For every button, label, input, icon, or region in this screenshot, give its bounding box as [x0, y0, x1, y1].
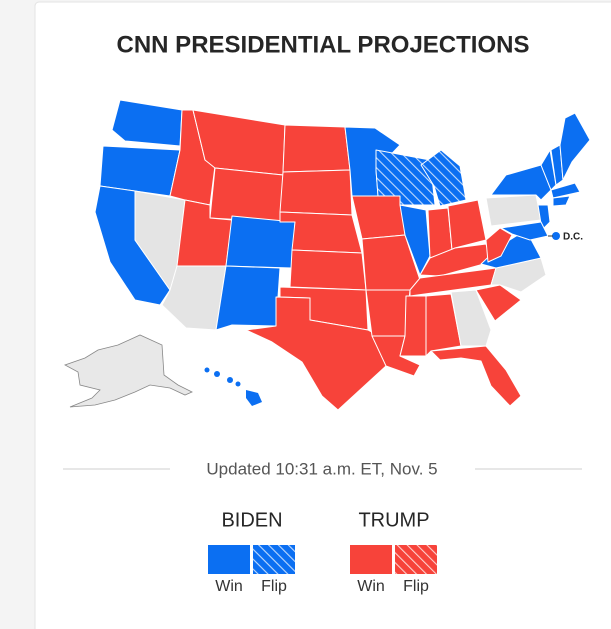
legend-swatch: [208, 545, 250, 574]
state: [225, 215, 296, 269]
state: [485, 227, 513, 263]
title: CNN PRESIDENTIAL PROJECTIONS: [117, 31, 530, 58]
alaska: [64, 334, 193, 408]
state: [289, 249, 367, 291]
legend: BIDEN Win Flip TRUMP Win Flip: [208, 509, 437, 595]
state: [450, 289, 492, 347]
legend-swatch: [253, 545, 295, 574]
state: [447, 199, 487, 251]
state: [485, 194, 542, 227]
hawaii: [204, 367, 262, 406]
state: [282, 124, 351, 173]
state: [552, 195, 571, 207]
us-map: D.C.: [64, 99, 591, 411]
state: [425, 293, 462, 357]
updated-time: Updated 10:31 a.m. ET, Nov. 5: [206, 459, 437, 478]
state: [430, 345, 522, 407]
legend-group-name: TRUMP: [358, 509, 429, 531]
state: [475, 284, 522, 322]
legend-group-name: BIDEN: [221, 509, 282, 531]
state: [500, 221, 549, 241]
state: [550, 182, 581, 199]
legend-item-label: Win: [357, 578, 385, 595]
state: [365, 289, 411, 337]
state: [420, 149, 467, 207]
state: [279, 169, 353, 216]
state: [215, 265, 281, 331]
state: [209, 167, 284, 223]
state: [399, 295, 427, 357]
legend-swatch: [395, 545, 437, 574]
legend-item-label: Win: [215, 578, 243, 595]
dc-marker: [552, 232, 560, 240]
dc-label: D.C.: [563, 232, 583, 243]
legend-swatch: [350, 545, 392, 574]
legend-item-label: Flip: [403, 578, 429, 595]
state: [245, 296, 387, 411]
state: [399, 204, 431, 276]
state: [559, 112, 591, 181]
state: [111, 99, 183, 147]
legend-item-label: Flip: [261, 578, 287, 595]
